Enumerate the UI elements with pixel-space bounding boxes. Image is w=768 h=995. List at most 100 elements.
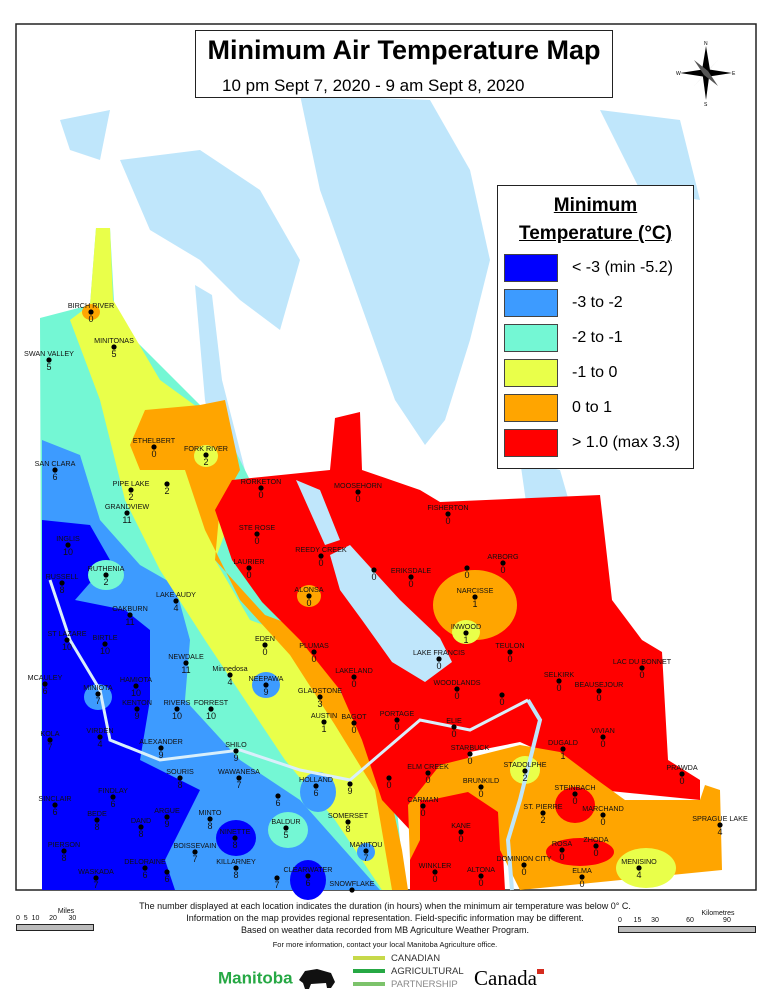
compass-rose-icon: N S W E	[676, 41, 736, 106]
zone-clearwater	[290, 860, 326, 900]
water-bodies	[60, 95, 700, 620]
station-hours-below-zero: 0	[478, 878, 483, 888]
station-marker: BAGOT 0	[341, 712, 367, 735]
station-hours-below-zero: 0	[500, 565, 505, 575]
legend-item: > 1.0 (max 3.3)	[504, 429, 680, 457]
station-name: WINKLER	[419, 861, 452, 870]
legend-label: -3 to -2	[572, 294, 623, 311]
legend-label: -1 to 0	[572, 364, 618, 381]
station-hours-below-zero: 5	[283, 830, 288, 840]
station-name: PORTAGE	[380, 709, 415, 718]
station-marker: WINKLER 0	[419, 861, 452, 884]
station-marker: BRUNKILD 0	[463, 776, 499, 799]
footer-note: The number displayed at each location in…	[139, 901, 631, 935]
station-hours-below-zero: 6	[42, 686, 47, 696]
station-name: NEWDALE	[168, 652, 204, 661]
station-pin-icon	[507, 649, 513, 655]
legend-label: -2 to -1	[572, 329, 623, 346]
legend-swatch	[504, 429, 558, 457]
station-name: ETHELBERT	[133, 436, 176, 445]
station-name: WASKADA	[78, 867, 114, 876]
station-marker: ELMA 0	[572, 866, 592, 889]
station-pin-icon	[321, 719, 327, 725]
station-name: EDEN	[255, 634, 275, 643]
station-hours-below-zero: 0	[311, 654, 316, 664]
flag-icon	[536, 969, 544, 974]
station-hours-below-zero: 0	[639, 670, 644, 680]
station-marker: PIPE LAKE 2	[113, 479, 150, 502]
station-pin-icon	[540, 810, 546, 816]
station-hours-below-zero: 0	[436, 661, 441, 671]
station-marker: 0	[371, 567, 377, 582]
station-pin-icon	[164, 481, 170, 487]
station-marker: DUGALD 1	[548, 738, 578, 761]
station-pin-icon	[579, 874, 585, 880]
station-hours-below-zero: 0	[507, 654, 512, 664]
station-hours-below-zero: 2	[522, 773, 527, 783]
station-marker: MOOSEHORN 0	[334, 481, 382, 504]
station-marker: CLEARWATER 6	[284, 865, 333, 888]
station-pin-icon	[42, 681, 48, 687]
station-hours-below-zero: 7	[47, 742, 52, 752]
station-pin-icon	[572, 791, 578, 797]
station-pin-icon	[151, 444, 157, 450]
station-marker: STEINBACH 0	[554, 783, 595, 806]
station-pin-icon	[500, 560, 506, 566]
station-marker: MINIOTA 7	[83, 683, 113, 706]
station-marker: REEDY CREEK 0	[295, 545, 347, 568]
station-name: OAKBURN	[112, 604, 148, 613]
station-pin-icon	[559, 847, 565, 853]
station-hours-below-zero: 0	[600, 739, 605, 749]
station-marker: KANE 0	[451, 821, 471, 844]
station-pin-icon	[174, 706, 180, 712]
station-pin-icon	[420, 803, 426, 809]
station-name: PRAWDA	[666, 763, 697, 772]
station-pin-icon	[61, 848, 67, 854]
station-pin-icon	[254, 531, 260, 537]
manitoba-logo: Manitoba	[218, 968, 337, 990]
station-name: TEULON	[495, 641, 524, 650]
station-marker: ALTONA 0	[467, 865, 495, 888]
station-marker: SNOWFLAKE	[329, 879, 375, 893]
station-hours-below-zero: 0	[394, 722, 399, 732]
station-name: BOISSEVAIN	[173, 841, 216, 850]
station-hours-below-zero: 0	[318, 558, 323, 568]
station-marker: GRANDVIEW 11	[105, 502, 150, 525]
station-marker: NINETTE 8	[220, 827, 251, 850]
station-hours-below-zero: 5	[111, 349, 116, 359]
station-marker: VIVIAN 0	[591, 726, 615, 749]
zone-below-minus3	[42, 520, 200, 890]
station-hours-below-zero: 0	[420, 808, 425, 818]
canada-wordmark: Canada	[474, 966, 544, 991]
station-name: SOMERSET	[328, 811, 369, 820]
station-hours-below-zero: 8	[233, 870, 238, 880]
station-marker: CARMAN 0	[407, 795, 438, 818]
station-name: DAND	[131, 816, 151, 825]
map-title: Minimum Air Temperature Map	[207, 35, 601, 65]
station-marker: WAWANESA 7	[218, 767, 260, 790]
station-marker: FORK RIVER 2	[184, 444, 228, 467]
station-pin-icon	[371, 567, 377, 573]
station-hours-below-zero: 8	[94, 822, 99, 832]
station-name: RIVERS	[164, 698, 191, 707]
station-hours-below-zero: 9	[233, 753, 238, 763]
station-marker: ERIKSDALE 0	[391, 566, 432, 589]
station-name: HAMIOTA	[120, 675, 152, 684]
station-marker: STADOLPHE 2	[503, 760, 546, 783]
station-hours-below-zero: 4	[97, 739, 102, 749]
station-hours-below-zero: 0	[454, 691, 459, 701]
legend-label: < -3 (min -5.2)	[572, 259, 673, 276]
station-marker: RORKETON 0	[241, 477, 282, 500]
zone-holland	[300, 772, 336, 812]
station-marker: MCAULEY 6	[28, 673, 63, 696]
station-pin-icon	[94, 817, 100, 823]
station-name: ELIE	[446, 716, 462, 725]
station-pin-icon	[246, 565, 252, 571]
station-marker: 2	[164, 481, 170, 496]
red-river	[505, 698, 543, 891]
station-pin-icon	[636, 865, 642, 871]
station-pin-icon	[192, 849, 198, 855]
station-pin-icon	[97, 734, 103, 740]
station-pin-icon	[173, 598, 179, 604]
station-pin-icon	[408, 574, 414, 580]
